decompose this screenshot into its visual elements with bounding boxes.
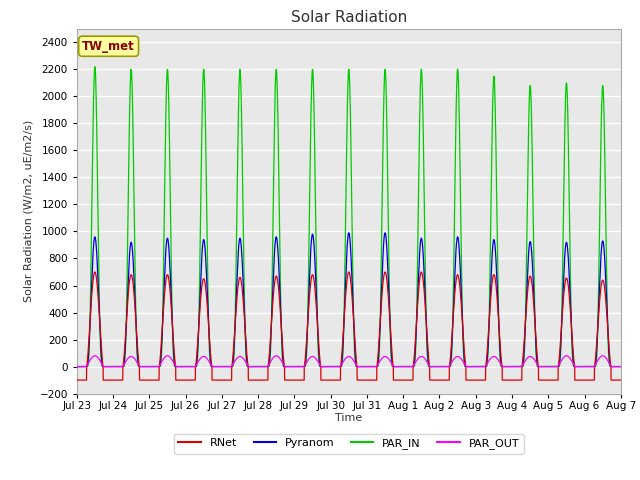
Legend: RNet, Pyranom, PAR_IN, PAR_OUT: RNet, Pyranom, PAR_IN, PAR_OUT — [174, 434, 524, 454]
Y-axis label: Solar Radiation (W/m2, uE/m2/s): Solar Radiation (W/m2, uE/m2/s) — [24, 120, 34, 302]
Text: TW_met: TW_met — [82, 40, 135, 53]
Title: Solar Radiation: Solar Radiation — [291, 10, 407, 25]
X-axis label: Time: Time — [335, 413, 362, 423]
